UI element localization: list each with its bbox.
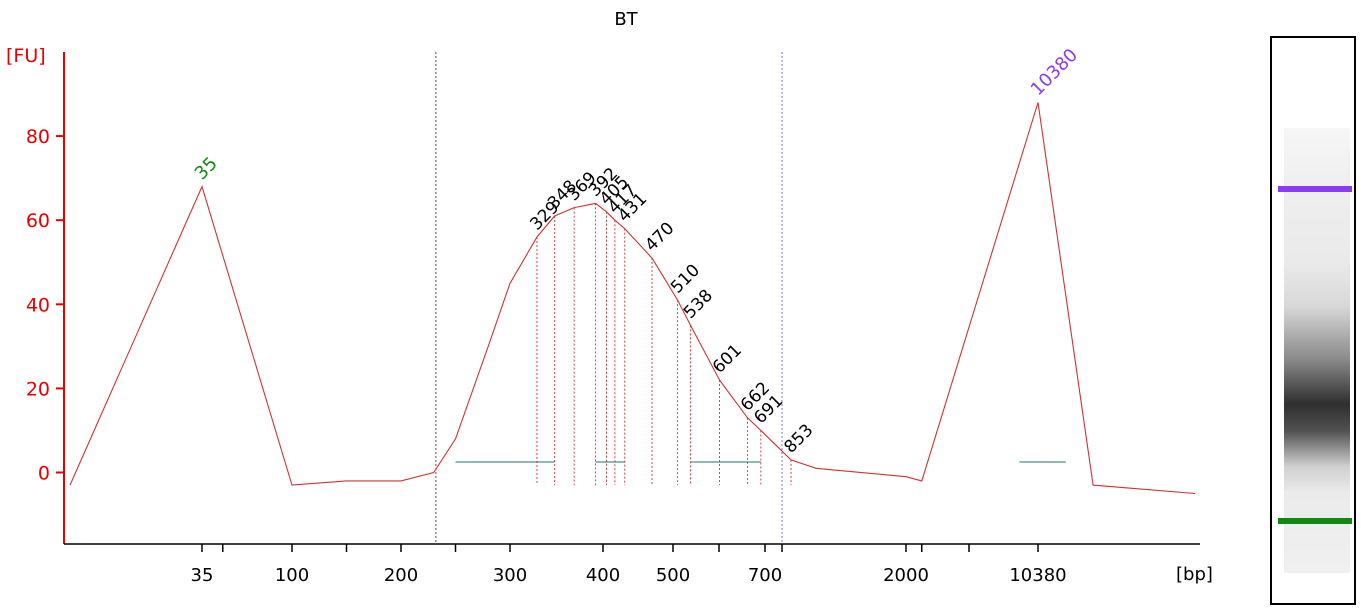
peak-label: 853 bbox=[780, 420, 817, 457]
gel-lane bbox=[1284, 128, 1350, 573]
x-tick-label: 10380 bbox=[1009, 565, 1066, 586]
y-tick-label: 60 bbox=[26, 210, 50, 232]
x-tick-label: 35 bbox=[191, 565, 214, 586]
peak-label: 470 bbox=[641, 219, 678, 256]
peak-lines bbox=[455, 203, 1066, 486]
y-ticks: 0 20 40 60 80 bbox=[26, 126, 64, 485]
trace-line bbox=[69, 102, 1196, 495]
electropherogram-chart: BT [FU] [bp] 0 20 40 60 80 35 100 200 300 400 500… bbox=[6, 9, 1213, 586]
peak-label: 601 bbox=[709, 340, 746, 377]
x-tick-label: 500 bbox=[656, 565, 690, 586]
x-tick-label: 700 bbox=[748, 565, 782, 586]
x-tick-label: 200 bbox=[384, 565, 418, 586]
x-tick-label: 2000 bbox=[883, 565, 929, 586]
x-tick-label: 100 bbox=[275, 565, 309, 586]
region-lines bbox=[435, 52, 783, 544]
y-tick-label: 0 bbox=[38, 463, 50, 485]
gel-image bbox=[1270, 36, 1356, 605]
peak-label: 10380 bbox=[1027, 45, 1082, 100]
x-tick-label: 400 bbox=[586, 565, 620, 586]
chart-title: BT bbox=[614, 9, 638, 30]
y-tick-label: 40 bbox=[26, 294, 50, 316]
y-tick-label: 80 bbox=[26, 126, 50, 148]
x-tick-label: 300 bbox=[493, 565, 527, 586]
gel-band-upper-marker bbox=[1278, 186, 1352, 192]
y-axis-label: [FU] bbox=[6, 45, 46, 67]
gel-band-lower-marker bbox=[1278, 518, 1352, 524]
x-axis-label: [bp] bbox=[1176, 564, 1213, 585]
x-ticks: 35 100 200 300 400 500 700 2000 10380 bbox=[191, 544, 1067, 586]
y-tick-label: 20 bbox=[26, 378, 50, 400]
peak-label: 35 bbox=[191, 153, 222, 184]
